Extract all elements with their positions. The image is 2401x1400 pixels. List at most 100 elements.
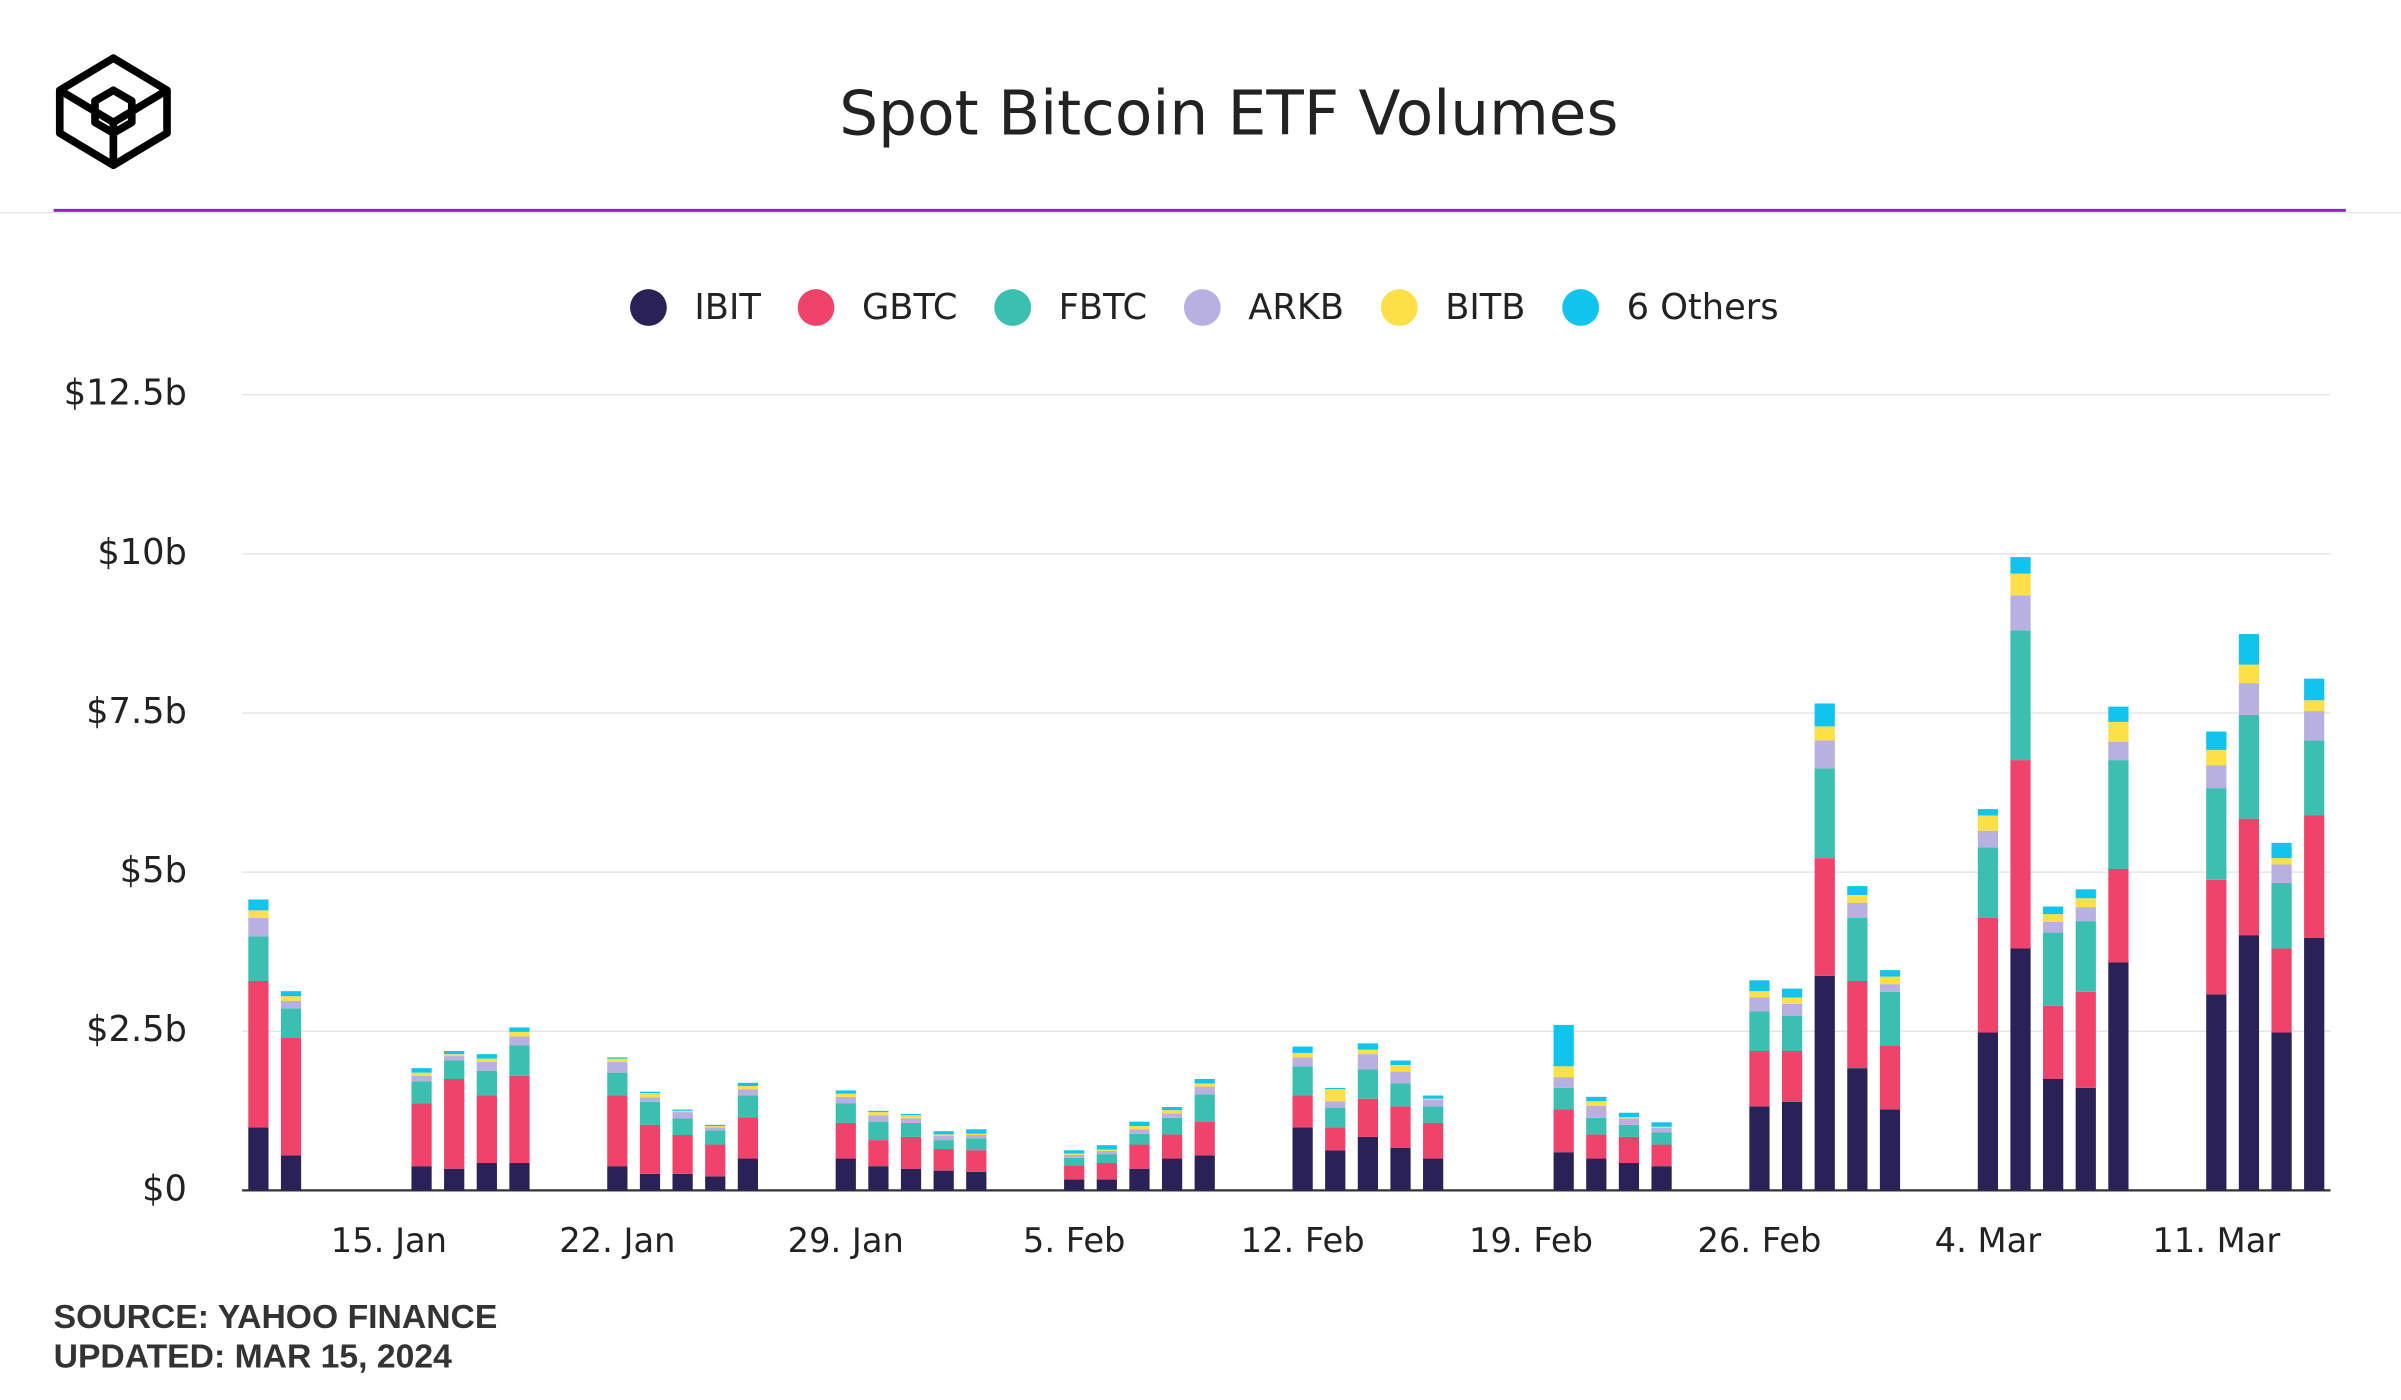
bar-segment — [639, 1097, 661, 1102]
bar-segment — [2043, 906, 2064, 915]
bar-segment — [705, 1176, 726, 1191]
legend-item: BITB — [1380, 287, 1525, 328]
bar-segment — [1814, 703, 1835, 727]
x-tick-label: 11. Mar — [2152, 1221, 2280, 1260]
bar-segment — [2238, 664, 2260, 684]
bar-segment — [1977, 847, 1999, 918]
bar-segment — [1651, 1126, 1672, 1129]
bar-segment — [868, 1121, 889, 1141]
bar-segment — [1879, 970, 1901, 977]
bar-segment — [1423, 1106, 1444, 1123]
bar-segment — [1096, 1145, 1117, 1150]
y-tick-label: $2.5b — [86, 1009, 187, 1050]
bar-segment — [509, 1045, 530, 1076]
bar-segment — [2010, 595, 2031, 631]
bar-segment — [1390, 1060, 1411, 1065]
bar-segment — [2108, 741, 2129, 761]
bar-segment — [2043, 914, 2064, 922]
bar-segment — [444, 1168, 465, 1191]
legend-item: GBTC — [797, 287, 958, 328]
bar-segment — [900, 1122, 922, 1137]
bar-segment — [444, 1078, 465, 1169]
legend-swatch — [1183, 289, 1221, 326]
bar-segment — [1749, 997, 1770, 1012]
x-tick-label: 5. Feb — [1023, 1221, 1126, 1260]
legend-label: BITB — [1445, 287, 1525, 328]
bar-segment — [966, 1129, 987, 1134]
bar-segment — [1194, 1094, 1215, 1122]
bar-segment — [933, 1135, 954, 1141]
bar-segment — [1586, 1096, 1607, 1102]
bar-segment — [1325, 1150, 1346, 1191]
bar-segment — [411, 1081, 432, 1104]
bar-segment — [2043, 1078, 2064, 1191]
legend-swatch — [1380, 289, 1418, 326]
bar-segment — [2238, 714, 2260, 819]
bar-segment — [248, 917, 269, 937]
bar-segment — [1390, 1106, 1411, 1148]
bar-segment — [509, 1027, 530, 1032]
bar-segment — [1325, 1107, 1346, 1128]
bar-segment — [2304, 815, 2325, 938]
bar-segment — [1814, 975, 1835, 1191]
bar-segment — [2075, 907, 2096, 922]
bar-segment — [2238, 634, 2260, 665]
bar-segment — [476, 1061, 497, 1071]
bar-segment — [607, 1057, 628, 1059]
bar-segment — [2271, 948, 2292, 1033]
legend-label: ARKB — [1248, 287, 1344, 328]
bar-segment — [1161, 1113, 1183, 1118]
x-tick-label: 15. Jan — [331, 1221, 447, 1260]
legend-swatch — [1562, 289, 1600, 326]
bar-segment — [1194, 1078, 1215, 1084]
bar-segment — [1325, 1087, 1346, 1090]
y-tick-label: $10b — [97, 532, 187, 573]
bar-segment — [639, 1124, 661, 1174]
bar-segment — [2271, 882, 2292, 949]
bar-segment — [411, 1072, 432, 1076]
bar-segment — [2010, 760, 2031, 949]
bar-segment — [1161, 1158, 1183, 1191]
bar-segment — [900, 1118, 922, 1123]
bar-segment — [2108, 760, 2129, 869]
bar-segment — [607, 1058, 628, 1062]
bar-segment — [1651, 1128, 1672, 1133]
bar-segment — [2075, 898, 2096, 908]
bar-segment — [868, 1112, 889, 1116]
bar-segment — [900, 1115, 922, 1119]
bar-segment — [1651, 1166, 1672, 1191]
bar-segment — [1879, 976, 1901, 985]
bar-segment — [933, 1149, 954, 1171]
bar-segment — [835, 1158, 856, 1191]
bar-segment — [672, 1112, 693, 1119]
bar-segment — [1749, 1106, 1770, 1191]
bar-segment — [2108, 868, 2129, 963]
bar-segment — [1390, 1071, 1411, 1084]
bar-segment — [2238, 683, 2260, 715]
bar-segment — [2108, 962, 2129, 1191]
bar-segment — [509, 1031, 530, 1037]
bar-segment — [1423, 1099, 1444, 1107]
bar-segment — [2206, 765, 2227, 789]
bar-segment — [705, 1144, 726, 1177]
bar-segment — [737, 1158, 758, 1191]
source-note: SOURCE: YAHOO FINANCE — [54, 1299, 498, 1336]
legend-label: GBTC — [862, 287, 958, 328]
bar-segment — [1977, 1032, 1999, 1191]
bar-segment — [737, 1095, 758, 1118]
bar-segment — [1749, 1050, 1770, 1107]
bar-segment — [2206, 788, 2227, 880]
bar-segment — [1325, 1089, 1346, 1102]
bar-segment — [411, 1068, 432, 1073]
bar-segment — [1781, 1003, 1803, 1016]
bar-segment — [1781, 1101, 1803, 1191]
updated-note: UPDATED: MAR 15, 2024 — [54, 1339, 452, 1376]
bar-segment — [868, 1166, 889, 1191]
bar-segment — [1977, 809, 1999, 816]
bar-segment — [1292, 1052, 1313, 1058]
bar-segment — [1064, 1154, 1085, 1158]
bar-segment — [672, 1135, 693, 1174]
bar-segment — [705, 1130, 726, 1145]
bar-segment — [2304, 678, 2325, 701]
